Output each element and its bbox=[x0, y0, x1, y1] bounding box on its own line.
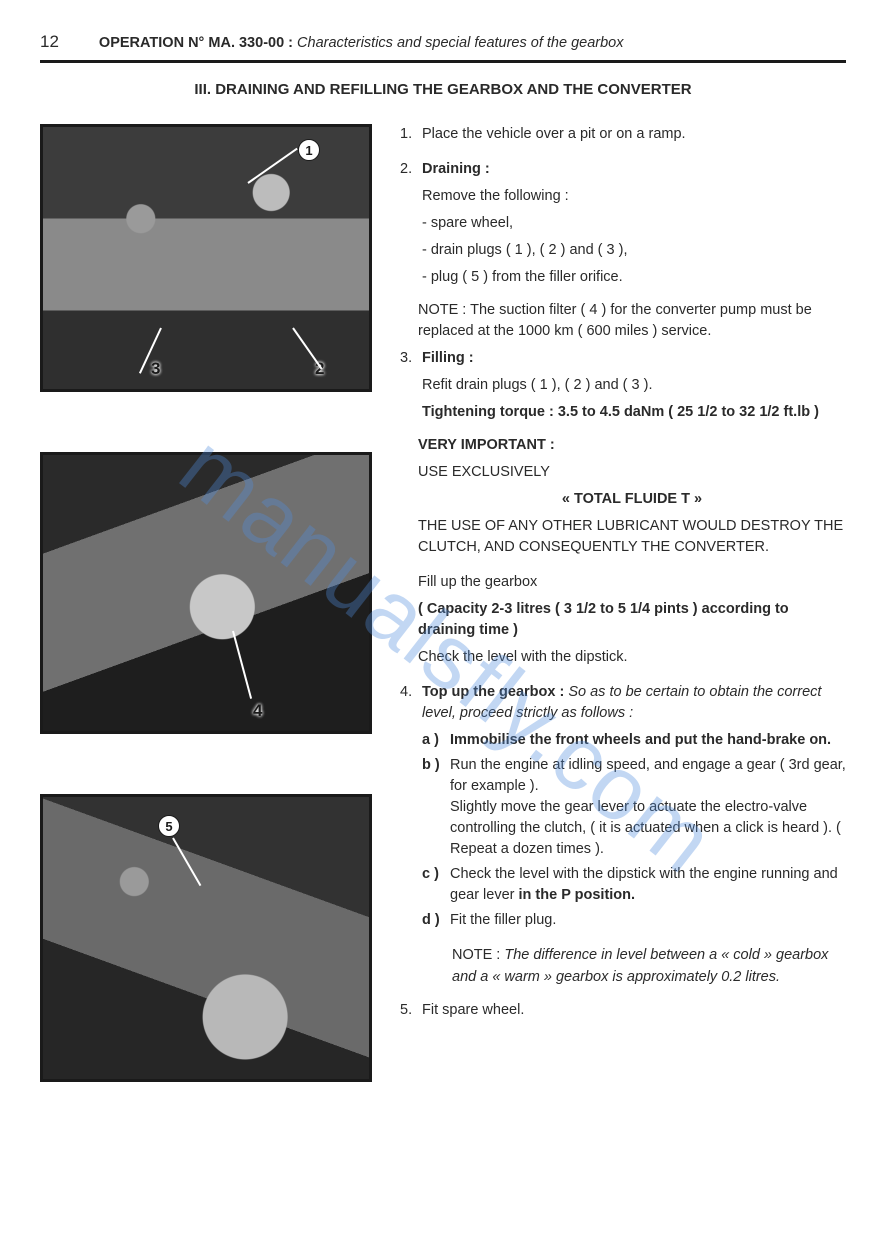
callout-4: 4 bbox=[253, 701, 262, 721]
fill-block: Fill up the gearbox ( Capacity 2-3 litre… bbox=[400, 572, 846, 668]
step-4-title: Top up the gearbox : bbox=[422, 684, 564, 700]
step-4c-bold: in the P position. bbox=[519, 887, 636, 903]
content-columns: 1 2 3 4 5 1. Place the vehicle over a pi… bbox=[40, 124, 846, 1082]
operation-desc: Characteristics and special features of … bbox=[297, 35, 623, 51]
fill-l1: Fill up the gearbox bbox=[418, 572, 846, 593]
operation-label: OPERATION N° bbox=[99, 35, 204, 51]
step-4a: a ) Immobilise the front wheels and put … bbox=[422, 730, 846, 751]
step-4a-text: Immobilise the front wheels and put the … bbox=[450, 730, 831, 751]
step-3: 3. Filling : Refit drain plugs ( 1 ), ( … bbox=[400, 348, 846, 429]
step-4-note-text: The difference in level between a « cold… bbox=[452, 947, 828, 984]
step-4c-label: c ) bbox=[422, 864, 444, 906]
step-4d-label: d ) bbox=[422, 910, 444, 931]
step-2-l1: Remove the following : bbox=[422, 186, 846, 207]
step-2: 2. Draining : Remove the following : - s… bbox=[400, 159, 846, 294]
fill-l2: Check the level with the dipstick. bbox=[418, 647, 846, 668]
very-important: VERY IMPORTANT : USE EXCLUSIVELY « TOTAL… bbox=[400, 435, 846, 558]
page-number: 12 bbox=[40, 32, 59, 52]
page-header: 12 OPERATION N° MA. 330-00 : Characteris… bbox=[40, 32, 846, 52]
step-2-note: NOTE : The suction filter ( 4 ) for the … bbox=[400, 300, 846, 342]
step-1-num: 1. bbox=[400, 124, 416, 145]
step-3-title: Filling : bbox=[422, 348, 846, 369]
step-4d: d ) Fit the filler plug. bbox=[422, 910, 846, 931]
text-column: 1. Place the vehicle over a pit or on a … bbox=[400, 124, 846, 1082]
step-4: 4. Top up the gearbox : So as to be cert… bbox=[400, 682, 846, 993]
step-4-num: 4. bbox=[400, 682, 416, 993]
header-rule bbox=[40, 60, 846, 63]
step-4-line: Top up the gearbox : So as to be certain… bbox=[422, 682, 846, 724]
photo-column: 1 2 3 4 5 bbox=[40, 124, 372, 1082]
vi-title: VERY IMPORTANT : bbox=[418, 435, 846, 456]
operation-line: OPERATION N° MA. 330-00 : Characteristic… bbox=[99, 35, 624, 51]
step-4d-text: Fit the filler plug. bbox=[450, 910, 556, 931]
step-4-note: NOTE : The difference in level between a… bbox=[422, 945, 846, 987]
operation-code: MA. 330-00 : bbox=[208, 35, 293, 51]
section-title: III. DRAINING AND REFILLING THE GEARBOX … bbox=[40, 81, 846, 98]
step-4c-pre: Check the level with the dipstick with t… bbox=[450, 866, 838, 903]
step-2-num: 2. bbox=[400, 159, 416, 294]
callout-3: 3 bbox=[151, 359, 160, 379]
step-5-num: 5. bbox=[400, 1000, 416, 1021]
step-4b-text: Run the engine at idling speed, and enga… bbox=[450, 755, 846, 860]
step-3-num: 3. bbox=[400, 348, 416, 429]
step-4a-label: a ) bbox=[422, 730, 444, 751]
step-2-title: Draining : bbox=[422, 159, 846, 180]
photo-3: 5 bbox=[40, 794, 372, 1082]
capacity: ( Capacity 2-3 litres ( 3 1/2 to 5 1/4 p… bbox=[418, 599, 846, 641]
step-2-l2: - spare wheel, bbox=[422, 213, 846, 234]
photo-1: 1 2 3 bbox=[40, 124, 372, 392]
step-5: 5. Fit spare wheel. bbox=[400, 1000, 846, 1021]
step-2-l4: - plug ( 5 ) from the filler orifice. bbox=[422, 267, 846, 288]
step-4c-text: Check the level with the dipstick with t… bbox=[450, 864, 846, 906]
step-5-text: Fit spare wheel. bbox=[422, 1000, 846, 1021]
step-1-text: Place the vehicle over a pit or on a ram… bbox=[422, 124, 846, 145]
vi-l2: « TOTAL FLUIDE T » bbox=[418, 489, 846, 510]
vi-l1: USE EXCLUSIVELY bbox=[418, 462, 846, 483]
step-4b: b ) Run the engine at idling speed, and … bbox=[422, 755, 846, 860]
step-4c: c ) Check the level with the dipstick wi… bbox=[422, 864, 846, 906]
step-3-l1: Refit drain plugs ( 1 ), ( 2 ) and ( 3 )… bbox=[422, 375, 846, 396]
callout-1: 1 bbox=[298, 139, 320, 161]
step-4b-label: b ) bbox=[422, 755, 444, 860]
step-1: 1. Place the vehicle over a pit or on a … bbox=[400, 124, 846, 145]
callout-5: 5 bbox=[158, 815, 180, 837]
photo-2: 4 bbox=[40, 452, 372, 734]
vi-l3: THE USE OF ANY OTHER LUBRICANT WOULD DES… bbox=[418, 516, 846, 558]
step-3-torque: Tightening torque : 3.5 to 4.5 daNm ( 25… bbox=[422, 402, 846, 423]
step-2-l3: - drain plugs ( 1 ), ( 2 ) and ( 3 ), bbox=[422, 240, 846, 261]
step-4-note-label: NOTE : bbox=[452, 947, 500, 963]
